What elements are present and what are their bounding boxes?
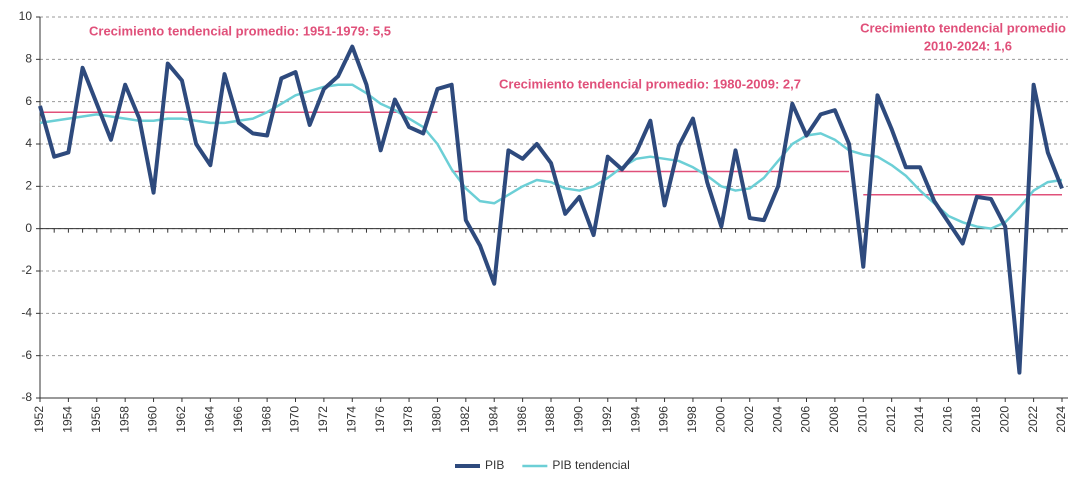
- x-tick-label: 1956: [89, 406, 103, 433]
- x-tick-label: 2006: [799, 406, 813, 433]
- y-tick-label: 10: [19, 9, 33, 23]
- x-tick-label: 2002: [742, 406, 756, 433]
- x-tick-label: 1958: [117, 406, 131, 433]
- x-tick-label: 1970: [288, 406, 302, 433]
- x-tick-label: 1988: [543, 406, 557, 433]
- series-line: [38, 44, 1064, 375]
- x-tick-label: 1986: [515, 406, 529, 433]
- y-tick-label: 0: [25, 221, 32, 235]
- x-tick-label: 2004: [770, 406, 784, 433]
- annotation: Crecimiento tendencial promedio: 1980-20…: [499, 76, 801, 91]
- x-tick-label: 2014: [912, 406, 926, 433]
- x-tick-label: 1964: [203, 406, 217, 433]
- annotation: 2010-2024: 1,6: [924, 38, 1012, 53]
- x-tick-label: 1952: [32, 406, 46, 433]
- y-tick-label: 6: [25, 94, 32, 108]
- x-tick-label: 1990: [572, 406, 586, 433]
- x-tick-label: 1966: [231, 406, 245, 433]
- y-tick-label: -6: [21, 348, 32, 362]
- x-tick-label: 2020: [997, 406, 1011, 433]
- legend-label: PIB tendencial: [552, 458, 629, 472]
- y-tick-label: -2: [21, 263, 32, 277]
- x-tick-label: 2016: [941, 406, 955, 433]
- x-tick-label: 2018: [969, 406, 983, 433]
- x-tick-label: 1976: [373, 406, 387, 433]
- x-tick-label: 2024: [1054, 406, 1068, 433]
- x-tick-label: 1960: [146, 406, 160, 433]
- x-tick-label: 1980: [430, 406, 444, 433]
- x-tick-label: 1998: [685, 406, 699, 433]
- x-tick-label: 1996: [657, 406, 671, 433]
- y-tick-label: 2: [25, 179, 32, 193]
- y-tick-label: -8: [21, 390, 32, 404]
- x-tick-label: 1984: [486, 406, 500, 433]
- x-tick-label: 1972: [316, 406, 330, 433]
- annotation: Crecimiento tendencial promedio: 1951-19…: [89, 23, 391, 38]
- y-tick-label: -4: [21, 306, 32, 320]
- x-tick-label: 2012: [884, 406, 898, 433]
- x-tick-label: 1994: [628, 406, 642, 433]
- series-line: [39, 83, 1063, 230]
- x-tick-label: 1968: [259, 406, 273, 433]
- x-tick-label: 1992: [600, 406, 614, 433]
- x-tick-label: 2000: [714, 406, 728, 433]
- x-tick-label: 1978: [401, 406, 415, 433]
- legend-label: PIB: [485, 458, 504, 472]
- x-tick-label: 1982: [458, 406, 472, 433]
- x-tick-label: 2008: [827, 406, 841, 433]
- x-tick-label: 1962: [174, 406, 188, 433]
- y-tick-label: 4: [25, 136, 32, 150]
- y-tick-label: 8: [25, 52, 32, 66]
- x-tick-label: 2022: [1026, 406, 1040, 433]
- x-tick-label: 2010: [855, 406, 869, 433]
- x-tick-label: 1974: [344, 406, 358, 433]
- x-tick-label: 1954: [61, 406, 75, 433]
- annotation: Crecimiento tendencial promedio: [860, 20, 1066, 35]
